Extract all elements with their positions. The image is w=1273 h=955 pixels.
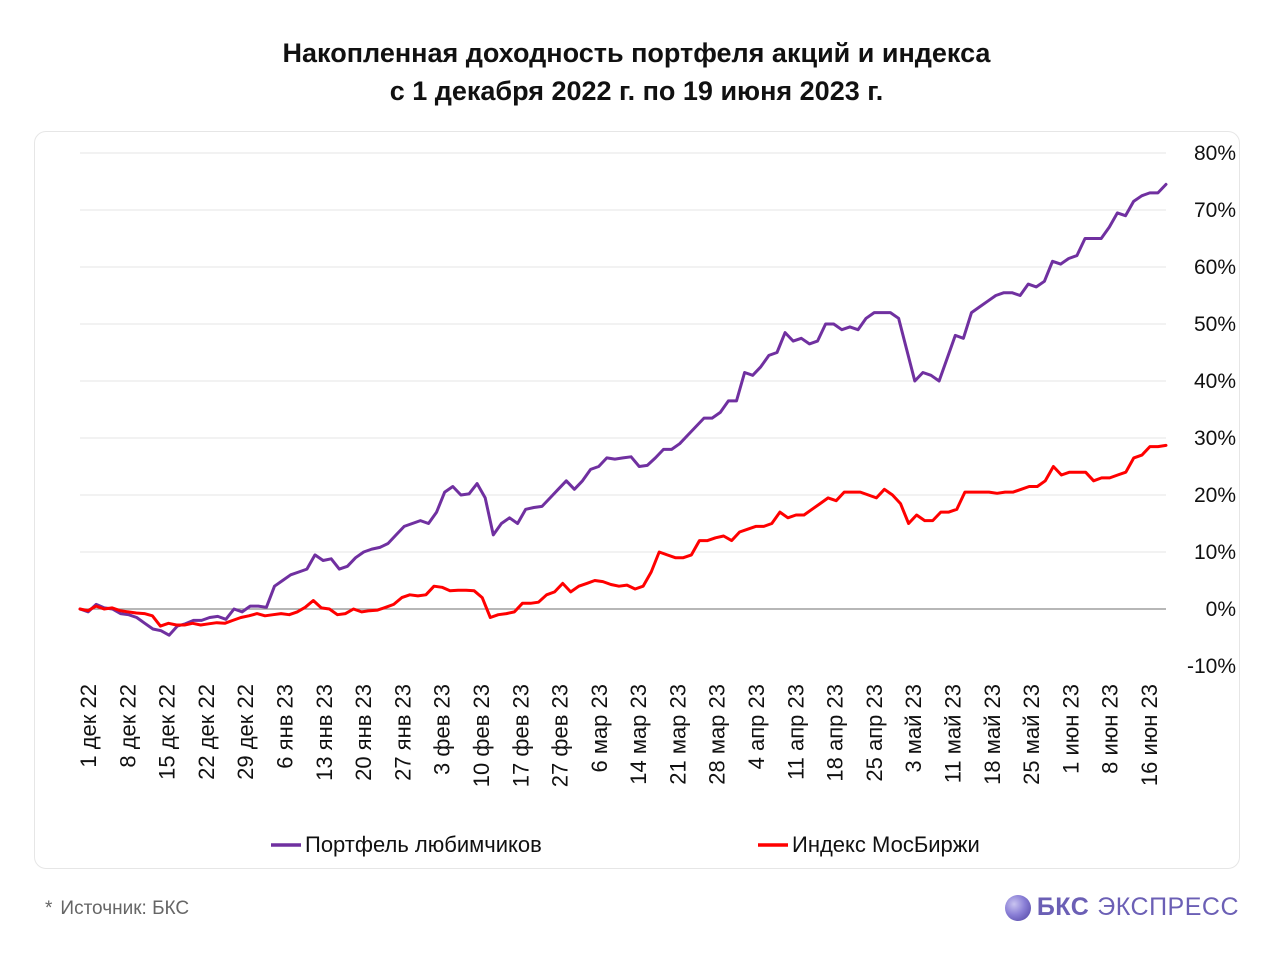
chart-title-line1: Накопленная доходность портфеля акций и … [282, 38, 991, 68]
x-tick-label: 18 апр 23 [823, 684, 848, 782]
x-tick-label: 25 апр 23 [862, 684, 887, 782]
source-note: * Источник: БКС [45, 898, 189, 920]
x-tick-label: 15 дек 22 [155, 684, 180, 780]
chart-card [34, 131, 1240, 869]
brand-sphere-icon [1004, 894, 1031, 921]
y-tick-label: 0% [1206, 598, 1236, 621]
source-text: Источник: БКС [60, 898, 190, 919]
x-tick-label: 6 янв 23 [273, 684, 298, 769]
x-tick-label: 14 мар 23 [626, 684, 651, 785]
x-tick-label: 3 фев 23 [430, 684, 455, 775]
legend: Портфель любимчиков Индекс МосБиржи [271, 832, 980, 857]
y-tick-label: 70% [1194, 199, 1236, 222]
series-line-1 [78, 182, 1168, 637]
x-tick-label: 27 янв 23 [390, 684, 415, 781]
x-tick-label: 1 дек 22 [76, 684, 101, 768]
x-tick-label: 8 июн 23 [1098, 684, 1123, 774]
x-tick-label: 11 апр 23 [783, 684, 808, 780]
x-tick-label: 17 фев 23 [508, 684, 533, 787]
legend-label-2: Индекс МосБиржи [792, 832, 980, 857]
chart-title-line2: с 1 декабря 2022 г. по 19 июня 2023 г. [389, 76, 884, 106]
x-tick-label: 25 май 23 [1019, 684, 1044, 785]
y-tick-label: 60% [1194, 256, 1236, 279]
series-lines [78, 182, 1168, 637]
x-tick-label: 13 янв 23 [312, 684, 337, 781]
y-axis-ticks: -10% 0% 10% 20% 30% 40% 50% 60% 70% 80% [1187, 142, 1236, 678]
y-tick-label: 40% [1194, 370, 1236, 393]
x-tick-label: 10 фев 23 [469, 684, 494, 787]
y-tick-label: -10% [1187, 655, 1236, 678]
y-tick-label: 20% [1194, 484, 1236, 507]
chart-title: Накопленная доходность портфеля акций и … [0, 34, 1273, 110]
x-tick-label: 1 июн 23 [1058, 684, 1083, 774]
x-axis-ticks: 1 дек 22 8 дек 22 15 дек 22 22 дек 22 29 дек… [76, 684, 1162, 787]
y-tick-label: 10% [1194, 541, 1236, 564]
x-tick-label: 27 фев 23 [548, 684, 573, 787]
x-tick-label: 11 май 23 [941, 684, 966, 783]
brand-logo: БКС ЭКСПРЕСС [1004, 893, 1239, 922]
y-tick-label: 50% [1194, 313, 1236, 336]
x-tick-label: 16 июн 23 [1137, 684, 1162, 786]
source-asterisk: * [45, 898, 53, 919]
x-tick-label: 22 дек 22 [194, 684, 219, 780]
x-tick-label: 20 янв 23 [351, 684, 376, 781]
series-line-2 [78, 443, 1168, 628]
y-tick-label: 80% [1194, 142, 1236, 165]
x-tick-label: 3 май 23 [901, 684, 926, 773]
brand-name-rest: ЭКСПРЕСС [1097, 893, 1239, 921]
x-tick-label: 6 мар 23 [587, 684, 612, 773]
x-tick-label: 4 апр 23 [744, 684, 769, 769]
x-tick-label: 8 дек 22 [115, 684, 140, 768]
x-tick-label: 21 мар 23 [665, 684, 690, 785]
grid-lines [80, 152, 1166, 610]
legend-label-1: Портфель любимчиков [305, 832, 542, 857]
x-tick-label: 29 дек 22 [233, 684, 258, 780]
x-tick-label: 18 май 23 [980, 684, 1005, 785]
brand-name-bold: БКС [1036, 893, 1090, 921]
y-tick-label: 30% [1194, 427, 1236, 450]
x-tick-label: 28 мар 23 [705, 684, 730, 785]
